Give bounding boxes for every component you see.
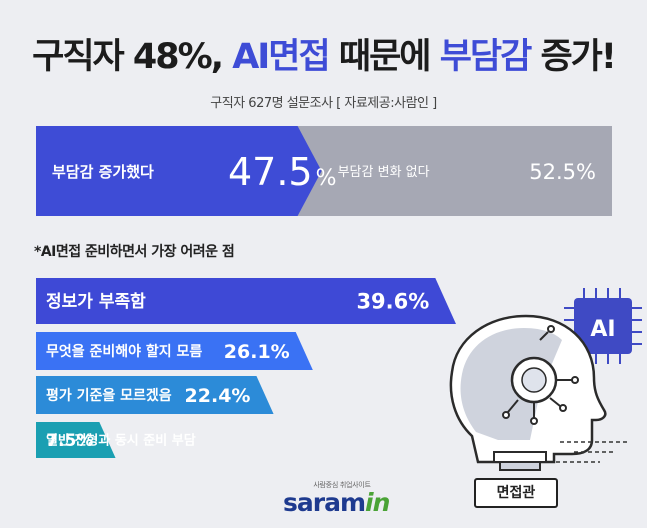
title-part-ai: AI면접 <box>232 37 331 77</box>
logo-tagline: 사람중심 취업사이트 <box>313 481 371 489</box>
title-part-3: 때문에 <box>328 37 440 77</box>
title-part-burden: 부담감 <box>439 37 533 77</box>
logo-brand: saram <box>283 488 366 517</box>
difficulty-chart-title: *AI면접 준비하면서 가장 어려운 점 <box>34 244 235 260</box>
split-value-increased: 47.5% <box>228 150 337 194</box>
difficulty-bar-value: 7.5% <box>46 431 93 451</box>
difficulty-bar <box>36 376 274 414</box>
ai-chip-label: AI <box>590 317 615 342</box>
difficulty-bar-value: 22.4% <box>185 385 251 407</box>
split-label-unchanged: 부담감 변화 없다 <box>338 165 430 180</box>
split-value-unchanged: 52.5% <box>529 160 596 184</box>
burden-split-chart: 부담감 증가했다 47.5% 부담감 변화 없다 52.5% <box>36 126 612 216</box>
title-part-5: 증가! <box>530 37 616 77</box>
split-bar-increased <box>36 126 322 216</box>
interviewer-caption: 면접관 <box>474 478 558 508</box>
difficulty-bar-label: 무엇을 준비해야 할지 모름 <box>46 343 202 360</box>
split-label-increased: 부담감 증가했다 <box>52 163 154 181</box>
survey-subtitle: 구직자 627명 설문조사 [ 자료제공:사람인 ] <box>210 96 437 111</box>
title-part-1: 구직자 48%, <box>32 37 233 77</box>
split-bar-unchanged <box>297 126 612 216</box>
difficulty-bar-label: 평가 기준을 모르겠음 <box>46 387 172 404</box>
ai-chip-icon: AI <box>564 288 642 364</box>
page-title: 구직자 48%, AI면접 때문에 부담감 증가! <box>0 28 647 79</box>
difficulty-bar-label: 일반 전형과 동시 준비 부담 <box>46 433 196 449</box>
saramin-logo: 사람중심 취업사이트 saramin <box>283 480 393 516</box>
difficulty-bar <box>36 278 456 324</box>
robot-eye-icon <box>510 356 558 404</box>
difficulty-bar <box>36 422 116 458</box>
logo-brand-suffix: in <box>365 488 390 517</box>
split-unit-increased: % <box>316 166 337 191</box>
difficulty-bar-value: 26.1% <box>224 341 290 363</box>
difficulty-bar-value: 39.6% <box>356 290 429 314</box>
difficulty-bar-label: 정보가 부족함 <box>46 291 146 312</box>
robot-head-icon <box>449 314 628 471</box>
difficulty-bar <box>36 332 313 370</box>
